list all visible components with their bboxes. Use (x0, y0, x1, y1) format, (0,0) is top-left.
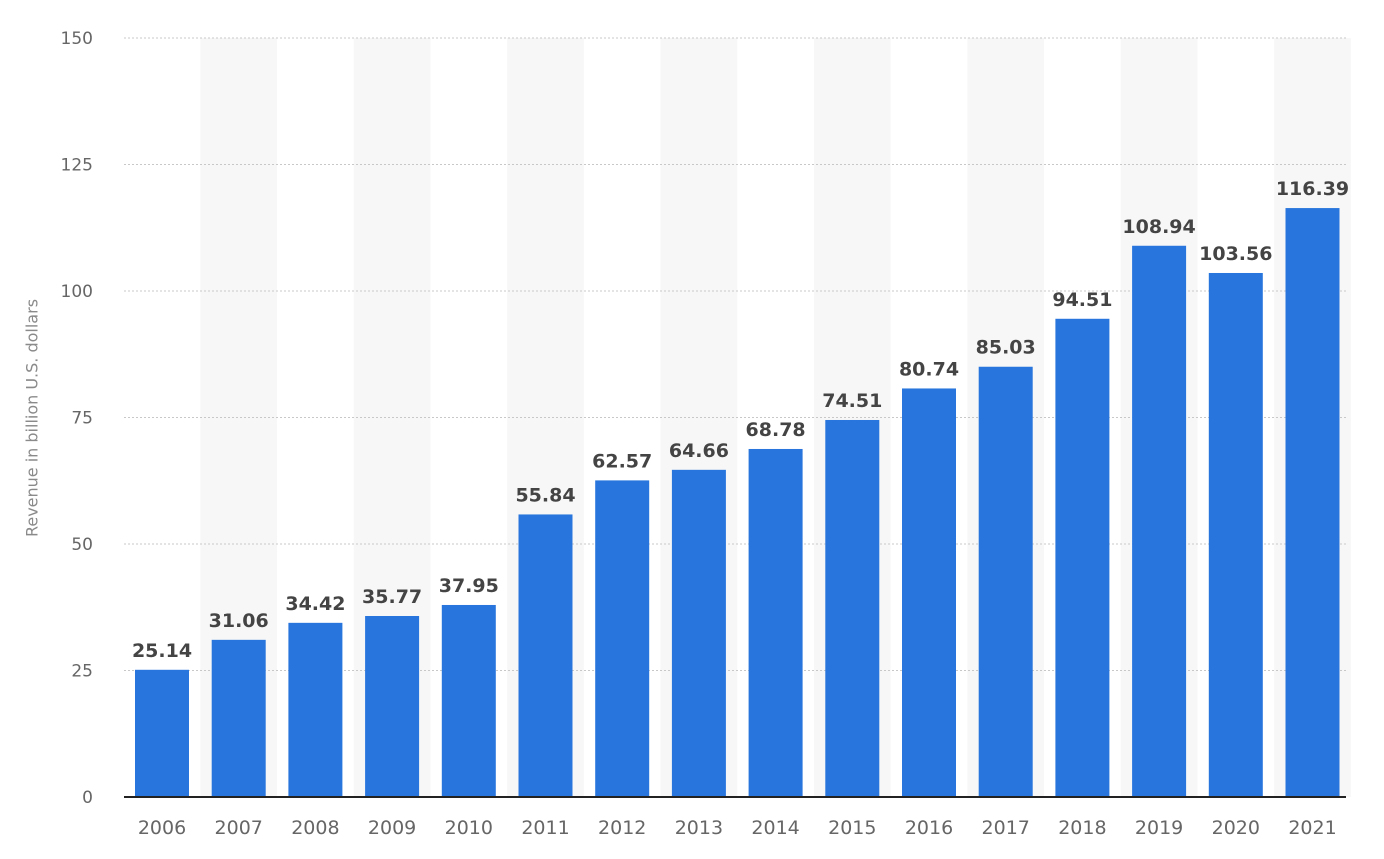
data-label: 31.06 (209, 610, 269, 632)
data-label: 94.51 (1052, 289, 1112, 311)
bar[interactable] (1132, 245, 1187, 797)
bar[interactable] (441, 604, 496, 797)
bar[interactable] (671, 469, 726, 797)
data-label: 85.03 (976, 337, 1036, 359)
x-tick-label: 2007 (215, 817, 263, 839)
data-label: 108.94 (1122, 216, 1195, 238)
x-tick-label: 2009 (368, 817, 416, 839)
x-tick-label: 2014 (751, 817, 799, 839)
y-tick-label: 0 (82, 788, 93, 808)
bar[interactable] (518, 514, 573, 797)
data-label: 103.56 (1199, 243, 1272, 265)
bar[interactable] (748, 448, 803, 797)
bar[interactable] (1055, 318, 1110, 797)
y-tick-label: 100 (61, 282, 93, 302)
y-tick-label: 125 (61, 156, 93, 176)
data-label: 55.84 (515, 484, 575, 506)
data-label: 62.57 (592, 450, 652, 472)
x-tick-label: 2013 (675, 817, 723, 839)
x-tick-label: 2020 (1212, 817, 1260, 839)
x-tick-label: 2006 (138, 817, 186, 839)
data-label: 80.74 (899, 358, 959, 380)
bar[interactable] (902, 388, 956, 797)
bar[interactable] (978, 366, 1033, 797)
data-label: 35.77 (362, 586, 422, 608)
y-tick-label: 50 (71, 535, 93, 555)
x-tick-label: 2017 (982, 817, 1030, 839)
x-tick-label: 2015 (828, 817, 876, 839)
y-axis-label: Revenue in billion U.S. dollars (22, 298, 42, 538)
bar[interactable] (825, 419, 880, 797)
bar[interactable] (135, 669, 189, 797)
bar[interactable] (1285, 208, 1340, 798)
bar[interactable] (288, 622, 343, 797)
bar[interactable] (1208, 272, 1263, 797)
data-label: 74.51 (822, 390, 882, 412)
x-tick-label: 2021 (1288, 817, 1336, 839)
data-label: 68.78 (746, 419, 806, 441)
x-tick-label: 2016 (905, 817, 953, 839)
x-tick-label: 2010 (445, 817, 493, 839)
data-label: 116.39 (1276, 178, 1349, 200)
x-tick-label: 2012 (598, 817, 646, 839)
data-label: 64.66 (669, 440, 729, 462)
bar[interactable] (365, 616, 420, 797)
x-tick-label: 2011 (521, 817, 569, 839)
y-tick-label: 25 (71, 662, 93, 682)
x-tick-label: 2008 (291, 817, 339, 839)
data-label: 25.14 (132, 640, 192, 662)
y-tick-label: 150 (61, 29, 93, 49)
bar[interactable] (595, 480, 650, 797)
data-label: 37.95 (439, 575, 499, 597)
page-edge-shadow (1378, 0, 1384, 855)
bar[interactable] (211, 639, 266, 797)
x-tick-label: 2018 (1058, 817, 1106, 839)
y-tick-label: 75 (71, 409, 93, 429)
data-label: 34.42 (285, 593, 345, 615)
x-tick-label: 2019 (1135, 817, 1183, 839)
